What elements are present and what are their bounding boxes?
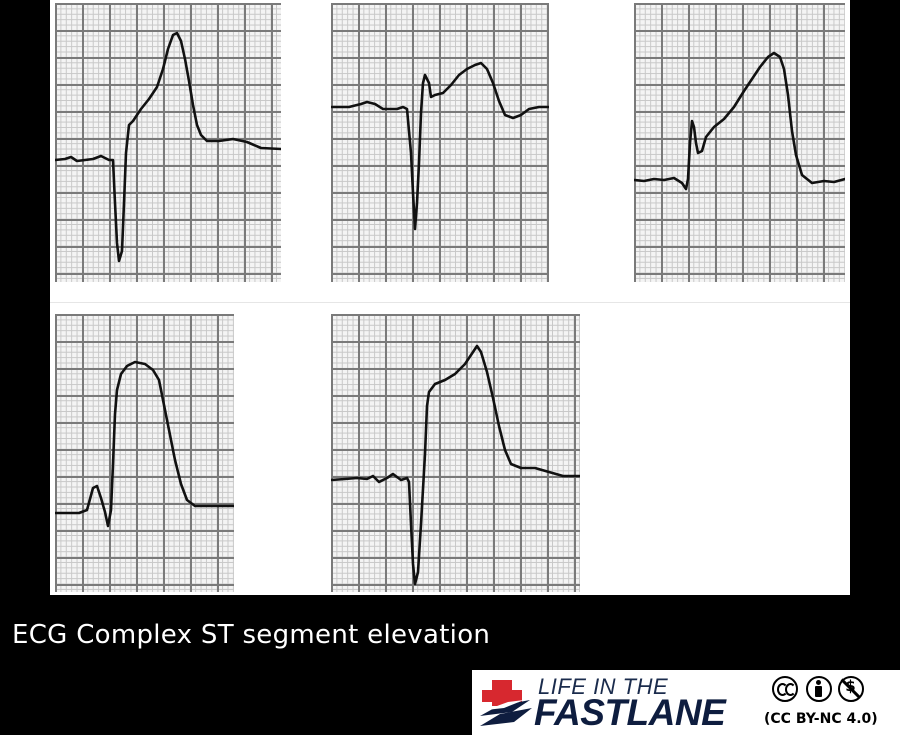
nc-icon xyxy=(838,676,864,702)
ecg-trace-4 xyxy=(55,360,234,528)
by-icon xyxy=(806,676,832,702)
ecg-strip-3 xyxy=(634,3,845,282)
ecg-strip-2 xyxy=(331,3,549,282)
ecg-trace-5 xyxy=(331,344,580,586)
logo-text-line1: LIFE IN THE xyxy=(538,674,669,699)
cc-icon xyxy=(772,676,798,702)
figure-caption: ECG Complex ST segment elevation xyxy=(12,620,491,650)
ecg-trace-1 xyxy=(55,31,281,263)
lifl-cross-logo-icon xyxy=(480,680,532,726)
ecg-strip-5 xyxy=(331,314,580,592)
ecg-trace-2 xyxy=(331,61,549,231)
ecg-figure-panel xyxy=(50,0,850,595)
logo-text-line2: FASTLANE xyxy=(534,692,726,733)
ecg-strip-4 xyxy=(55,314,234,592)
license-label: (CC BY-NC 4.0) xyxy=(764,711,878,727)
ecg-strip-1 xyxy=(55,3,281,282)
panel-row-divider xyxy=(50,302,850,303)
ecg-trace-3 xyxy=(634,51,845,191)
